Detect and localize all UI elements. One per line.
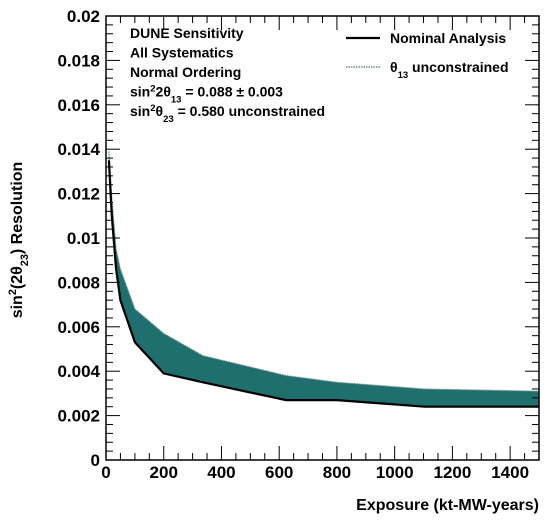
x-tick-label: 800: [323, 463, 351, 482]
annotation-line: sin2θ23 = 0.580 unconstrained: [130, 103, 325, 125]
x-tick-label: 1200: [433, 463, 471, 482]
axes-layer: [105, 15, 540, 461]
series-layer: [107, 151, 540, 408]
band-layer: [108, 151, 540, 407]
x-tick-label: 600: [265, 463, 293, 482]
x-axis-label: Exposure (kt-MW-years): [356, 497, 539, 514]
theta13-unconstrained-band: [108, 151, 540, 407]
annotation-line: All Systematics: [130, 45, 234, 61]
annotation-line: DUNE Sensitivity: [130, 25, 244, 41]
annotation-layer: DUNE Sensitivity All Systematics Normal Or…: [130, 25, 325, 125]
y-tick-label: 0.016: [57, 96, 100, 115]
y-tick-label: 0.01: [67, 229, 100, 248]
x-tick-label: 0: [101, 463, 110, 482]
tick-label-layer: 0 200 400 600 800 1000 1200 1400 0 0.002 0.004 0.00…: [57, 7, 529, 482]
annotation-line: sin22θ13 = 0.088 ± 0.003: [130, 83, 283, 105]
y-tick-label: 0.02: [67, 7, 100, 26]
y-tick-label: 0.012: [57, 185, 100, 204]
x-tick-label: 400: [207, 463, 235, 482]
y-tick-label: 0.014: [57, 140, 100, 159]
y-tick-label: 0.018: [57, 51, 100, 70]
y-tick-label: 0.008: [57, 273, 100, 292]
y-tick-label: 0.006: [57, 318, 100, 337]
y-tick-label: 0.004: [57, 362, 100, 381]
x-tick-label: 1400: [491, 463, 529, 482]
nominal-analysis-line: [107, 160, 539, 408]
theta13-unconstrained-line: [108, 151, 540, 392]
y-tick-label: 0.002: [57, 407, 100, 426]
x-tick-label: 1000: [376, 463, 414, 482]
y-axis-label: sin2(2θ23) Resolution: [7, 162, 31, 319]
legend-label-nominal: Nominal Analysis: [390, 30, 506, 46]
legend-label-unconstrained: θ13 unconstrained: [390, 59, 509, 81]
y-tick-label: 0: [91, 451, 100, 470]
x-tick-label: 200: [150, 463, 178, 482]
annotation-line: Normal Ordering: [130, 64, 241, 80]
legend: Nominal Analysis θ13 unconstrained: [346, 30, 509, 81]
